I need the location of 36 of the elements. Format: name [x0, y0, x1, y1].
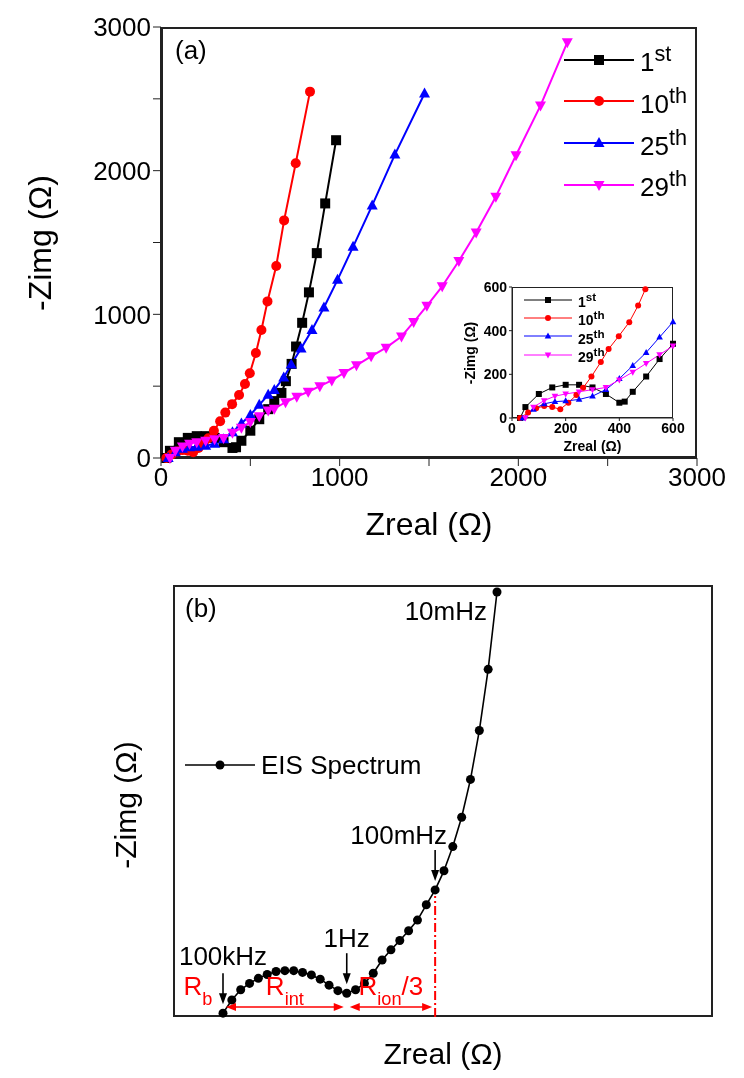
- x-axis-title: Zreal (Ω): [364, 506, 494, 543]
- annotation: 10mHz: [404, 596, 487, 626]
- y-tick-label: 400: [483, 322, 508, 339]
- text: R$_{b}$: [183, 971, 213, 1009]
- legend-label: 1$^{st}$: [640, 41, 672, 79]
- legend-label: 29$^{th}$: [640, 166, 687, 203]
- x-tick-label: 1000: [310, 462, 369, 493]
- annotation: R$_{ion}$/3: [358, 971, 424, 1009]
- x-tick-label: 600: [661, 419, 685, 436]
- legend-label: 10$^{th}$: [578, 308, 605, 329]
- legend-label: EIS Spectrum: [261, 749, 422, 781]
- y-tick-label: 1000: [93, 299, 151, 330]
- y-axis-title: -Zimg (Ω): [462, 321, 478, 384]
- y-tick-label: 0: [136, 443, 151, 474]
- annotation: R$_{int}$: [265, 971, 304, 1009]
- y-tick-label: 200: [483, 366, 508, 383]
- chart-title: (b): [185, 593, 217, 624]
- annotation: 1Hz: [323, 923, 370, 954]
- y-tick-label: 600: [483, 278, 508, 295]
- x-tick-label: 200: [553, 419, 578, 436]
- legend-label: 10$^{th}$: [640, 83, 687, 120]
- y-tick-label: 3000: [93, 12, 151, 43]
- legend-label: 25$^{th}$: [578, 326, 605, 347]
- x-tick-label: 3000: [668, 462, 726, 493]
- y-axis-title: -Zimg (Ω): [109, 740, 143, 869]
- annotation: 100kHz: [178, 941, 268, 972]
- y-tick-label: 2000: [93, 155, 151, 186]
- x-axis-title: Zreal (Ω): [562, 438, 623, 454]
- x-axis-title: Zreal (Ω): [382, 1037, 504, 1071]
- x-tick-label: 400: [607, 419, 632, 436]
- legend-label: 1$^{st}$: [578, 290, 597, 310]
- legend-label: 29$^{th}$: [578, 344, 605, 365]
- chart-title: (a): [175, 35, 207, 66]
- y-axis-title: -Zimg (Ω): [21, 174, 59, 311]
- annotation: 100mHz: [350, 819, 448, 850]
- legend-label: 25$^{th}$: [640, 124, 687, 162]
